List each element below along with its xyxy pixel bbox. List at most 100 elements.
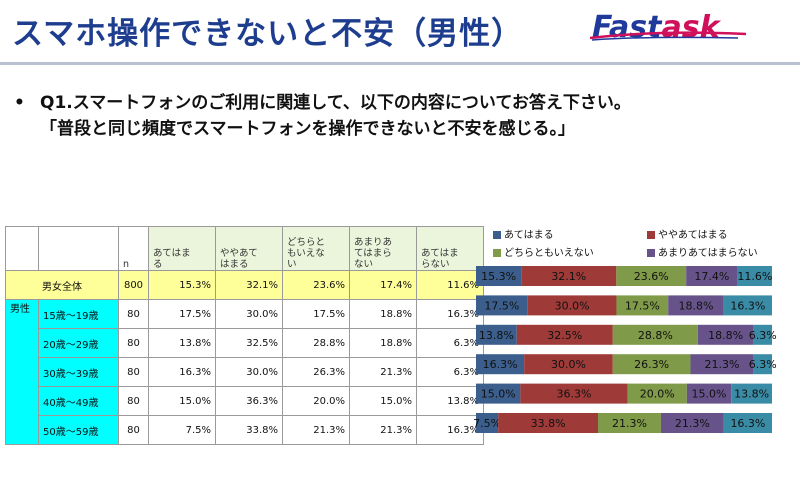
bar-segment <box>476 413 499 433</box>
header-blank <box>38 226 119 271</box>
row-label: 40歳～49歳 <box>38 386 119 416</box>
bar-data-label: 6.3% <box>749 329 777 342</box>
legend-item: どちらともいえない <box>493 244 594 259</box>
header-n: n <box>118 226 149 271</box>
column-header: ややあて はまる <box>215 226 283 271</box>
column-header: あてはまる <box>148 226 216 271</box>
legend-swatch-0 <box>493 231 501 239</box>
question-line-2: 「普段と同じ頻度でスマートフォンを操作できないと不安を感じる。」 <box>40 119 575 139</box>
bar-segment <box>476 266 522 286</box>
column-header: あてはま らない <box>416 226 484 271</box>
cell-value: 18.8% <box>349 299 417 329</box>
bar-data-label: 32.1% <box>551 270 586 283</box>
bar-data-label: 13.8% <box>734 388 769 401</box>
bar-segment <box>598 413 661 433</box>
page-title: スマホ操作できないと不安（男性） <box>12 16 524 52</box>
cell-value: 30.0% <box>215 357 283 387</box>
legend-item: ややあてはまる <box>647 226 728 241</box>
legend-label: ややあてはまる <box>658 230 728 241</box>
table-header-row: n あてはまる ややあて はまる どちらと もいえない あまりあ てはまら ない あては… <box>5 226 484 271</box>
cell-value: 36.3% <box>215 386 283 416</box>
legend-item: あてはまる <box>493 226 554 241</box>
bar-data-label: 36.3% <box>557 388 592 401</box>
legend-swatch-1 <box>647 231 655 239</box>
bar-data-label: 20.0% <box>640 388 675 401</box>
cell-value: 28.8% <box>282 328 350 358</box>
column-header: どちらと もいえない <box>282 226 350 271</box>
table-row: 50歳～59歳 80 7.5% 33.8% 21.3% 21.3% 16.3% <box>6 415 484 445</box>
bar-segment <box>686 266 738 286</box>
bullet: • <box>14 93 25 113</box>
bar-segment <box>753 324 772 345</box>
bar-segment <box>476 295 528 316</box>
table-row: 40歳～49歳 80 15.0% 36.3% 20.0% 15.0% 13.8% <box>6 386 484 416</box>
table-row: 30歳～39歳 80 16.3% 30.0% 26.3% 21.3% 6.3% <box>6 357 484 387</box>
logo-part2: ask <box>661 10 720 45</box>
cell-value: 15.3% <box>148 270 216 300</box>
cell-value: 32.1% <box>215 270 283 300</box>
bar-segment <box>476 354 525 375</box>
bar-data-label: 13.8% <box>479 329 514 342</box>
table-row: 20歳～29歳 80 13.8% 32.5% 28.8% 18.8% 6.3% <box>6 328 484 358</box>
cell-value: 15.0% <box>349 386 417 416</box>
bar-data-label: 15.3% <box>481 270 516 283</box>
bar-segment <box>737 266 772 286</box>
bar-data-label: 32.5% <box>547 329 582 342</box>
bar-segment <box>524 354 613 375</box>
question-text-1: Q1.スマートフォンのご利用に関連して、以下の内容についてお答え下さい。 <box>40 93 631 113</box>
bar-segment <box>731 383 772 404</box>
legend-label: あてはまる <box>504 230 554 241</box>
bar-data-label: 18.8% <box>708 329 743 342</box>
bar-segment <box>660 413 724 433</box>
cell-value: 18.8% <box>349 328 417 358</box>
bar-data-label: 17.5% <box>484 299 519 312</box>
row-label: 男女全体 <box>5 270 119 300</box>
bar-data-label: 23.6% <box>634 270 669 283</box>
cell-value: 13.8% <box>148 328 216 358</box>
bar-data-label: 16.3% <box>483 358 518 371</box>
cell-value: 16.3% <box>416 299 484 329</box>
bar-data-label: 21.3% <box>704 358 739 371</box>
cell-value: 30.0% <box>215 299 283 329</box>
bar-data-label: 11.6% <box>737 270 772 283</box>
bar-data-label: 16.3% <box>730 417 765 430</box>
bar-segment <box>521 266 617 286</box>
cell-value: 26.3% <box>282 357 350 387</box>
cell-value: 17.5% <box>282 299 350 329</box>
bar-data-label: 6.3% <box>749 358 777 371</box>
bar-data-label: 15.0% <box>692 388 727 401</box>
cell-value: 21.3% <box>282 415 350 445</box>
bar-data-label: 17.5% <box>625 299 660 312</box>
row-label: 20歳～29歳 <box>38 328 119 358</box>
bar-data-label: 18.8% <box>679 299 714 312</box>
bar-segment <box>723 413 772 433</box>
row-n: 80 <box>118 299 149 329</box>
row-label: 15歳～19歳 <box>38 299 119 329</box>
legend-swatch-3 <box>647 249 655 257</box>
bar-segment <box>616 295 669 316</box>
bar-segment <box>627 383 687 404</box>
cell-value: 20.0% <box>282 386 350 416</box>
cell-value: 6.3% <box>416 357 484 387</box>
cell-value: 33.8% <box>215 415 283 445</box>
bar-data-label: 28.8% <box>638 329 673 342</box>
cell-value: 17.4% <box>349 270 417 300</box>
bar-segment <box>668 295 724 316</box>
title-divider <box>0 62 800 65</box>
row-n: 800 <box>118 270 149 300</box>
bar-data-label: 21.3% <box>675 417 710 430</box>
bar-data-label: 16.3% <box>730 299 765 312</box>
results-table: n あてはまる ややあて はまる どちらと もいえない あまりあ てはまら ない あては… <box>5 226 484 445</box>
segment-label: 男性 <box>5 299 39 445</box>
row-n: 80 <box>118 386 149 416</box>
bar-segment <box>520 383 628 404</box>
table-row-total: 男女全体 800 15.3% 32.1% 23.6% 17.4% 11.6% <box>5 270 484 300</box>
table-row: 男性 15歳～19歳 80 17.5% 30.0% 17.5% 18.8% 16… <box>5 299 484 445</box>
bar-segment <box>516 324 613 345</box>
cell-value: 16.3% <box>148 357 216 387</box>
legend-label: あまりあてはまらない <box>658 248 758 259</box>
legend-item: あまりあてはまらない <box>647 244 758 259</box>
bar-data-label: 21.3% <box>612 417 647 430</box>
bar-segment <box>690 354 754 375</box>
cell-value: 15.0% <box>148 386 216 416</box>
